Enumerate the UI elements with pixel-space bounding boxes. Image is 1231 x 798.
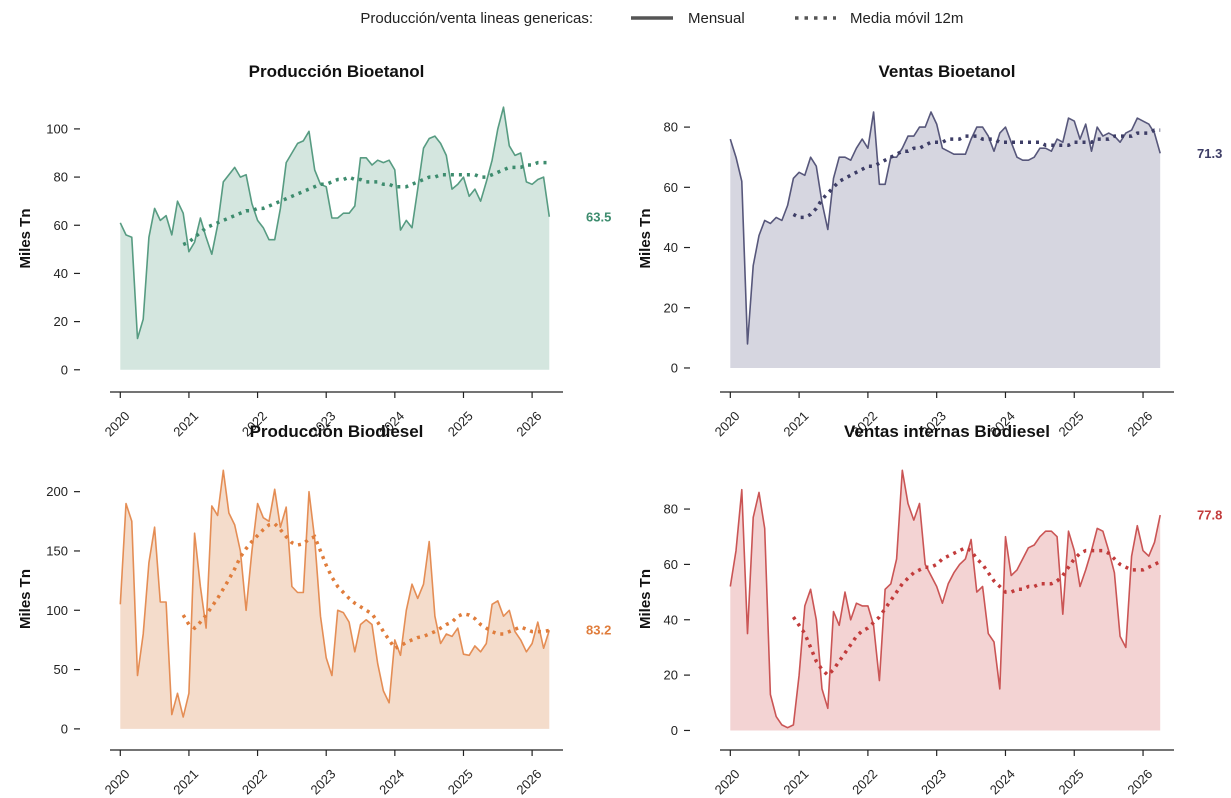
y-tick-label: 40 xyxy=(664,240,678,255)
x-tick-label: 2023 xyxy=(307,766,338,797)
x-tick-label: 2021 xyxy=(780,766,811,797)
y-axis-label: Miles Tn xyxy=(17,569,34,629)
y-tick-label: 0 xyxy=(671,360,678,375)
y-tick-label: 40 xyxy=(54,266,68,281)
chart-title: Ventas internas Biodiesel xyxy=(844,422,1050,441)
legend-label-media-movil: Media móvil 12m xyxy=(850,10,963,27)
moving-average-line xyxy=(792,128,1161,220)
x-tick-label: 2026 xyxy=(513,766,544,797)
x-tick-label: 2020 xyxy=(102,766,133,797)
y-tick-label: 40 xyxy=(664,612,678,627)
x-tick-label: 2020 xyxy=(712,766,743,797)
end-value-label: 77.8 xyxy=(1197,508,1222,523)
x-tick-label: 2025 xyxy=(445,408,476,439)
y-tick-label: 200 xyxy=(46,484,68,499)
moving-average-line xyxy=(791,545,1161,678)
chart-title: Producción Biodiesel xyxy=(250,422,424,441)
area-fill xyxy=(120,107,550,370)
monthly-line xyxy=(119,106,551,340)
x-tick-label: 2025 xyxy=(445,766,476,797)
chart-title: Ventas Bioetanol xyxy=(879,62,1016,81)
chart-title: Producción Bioetanol xyxy=(249,62,425,81)
x-tick-label: 2024 xyxy=(376,766,407,797)
chart-panel-4: 0 20 40 60 80 2020 2021 2022 2023 2024 2025 2026 Ven… xyxy=(637,422,1222,797)
x-tick-label: 2025 xyxy=(1056,766,1087,797)
monthly-line xyxy=(729,469,1161,729)
area-fill xyxy=(730,112,1161,368)
y-tick-label: 20 xyxy=(54,314,68,329)
y-axis-label: Miles Tn xyxy=(637,208,654,268)
y-tick-label: 60 xyxy=(664,180,678,195)
y-tick-label: 150 xyxy=(46,543,68,558)
y-tick-label: 50 xyxy=(54,662,68,677)
legend-title: Producción/venta lineas genericas: xyxy=(360,10,593,27)
y-tick-label: 0 xyxy=(671,723,678,738)
y-tick-label: 60 xyxy=(664,557,678,572)
y-tick-label: 100 xyxy=(46,121,68,136)
legend: Producción/venta lineas genericas: Mensu… xyxy=(360,10,963,27)
y-tick-label: 80 xyxy=(664,120,678,135)
x-tick-label: 2020 xyxy=(102,408,133,439)
y-tick-label: 80 xyxy=(664,502,678,517)
end-value-label: 83.2 xyxy=(586,623,611,638)
x-tick-label: 2020 xyxy=(712,408,743,439)
x-tick-label: 2026 xyxy=(513,408,544,439)
y-tick-label: 0 xyxy=(61,721,68,736)
chart-panel-3: 0 50 100 150 200 2020 2021 2022 2023 2024 2025 2026… xyxy=(17,422,611,797)
x-tick-label: 2021 xyxy=(780,408,811,439)
y-tick-label: 0 xyxy=(61,362,68,377)
area-fill xyxy=(120,470,550,729)
legend-label-mensual: Mensual xyxy=(688,10,745,27)
area-fill xyxy=(730,470,1161,731)
x-tick-label: 2024 xyxy=(987,766,1018,797)
x-tick-label: 2022 xyxy=(849,766,880,797)
x-tick-label: 2021 xyxy=(170,408,201,439)
x-tick-label: 2026 xyxy=(1124,408,1155,439)
x-tick-label: 2022 xyxy=(239,766,270,797)
y-tick-label: 80 xyxy=(54,170,68,185)
y-tick-label: 100 xyxy=(46,603,68,618)
y-axis-label: Miles Tn xyxy=(637,569,654,629)
monthly-line xyxy=(729,111,1161,345)
y-tick-label: 20 xyxy=(664,668,678,683)
y-axis-label: Miles Tn xyxy=(17,208,34,268)
y-tick-label: 60 xyxy=(54,218,68,233)
x-tick-label: 2025 xyxy=(1056,408,1087,439)
moving-average-line xyxy=(181,521,550,651)
end-value-label: 71.3 xyxy=(1197,146,1222,161)
x-tick-label: 2023 xyxy=(918,766,949,797)
y-tick-label: 20 xyxy=(664,300,678,315)
monthly-line xyxy=(119,469,551,718)
x-tick-label: 2026 xyxy=(1124,766,1155,797)
end-value-label: 63.5 xyxy=(586,209,611,224)
x-tick-label: 2021 xyxy=(170,766,201,797)
